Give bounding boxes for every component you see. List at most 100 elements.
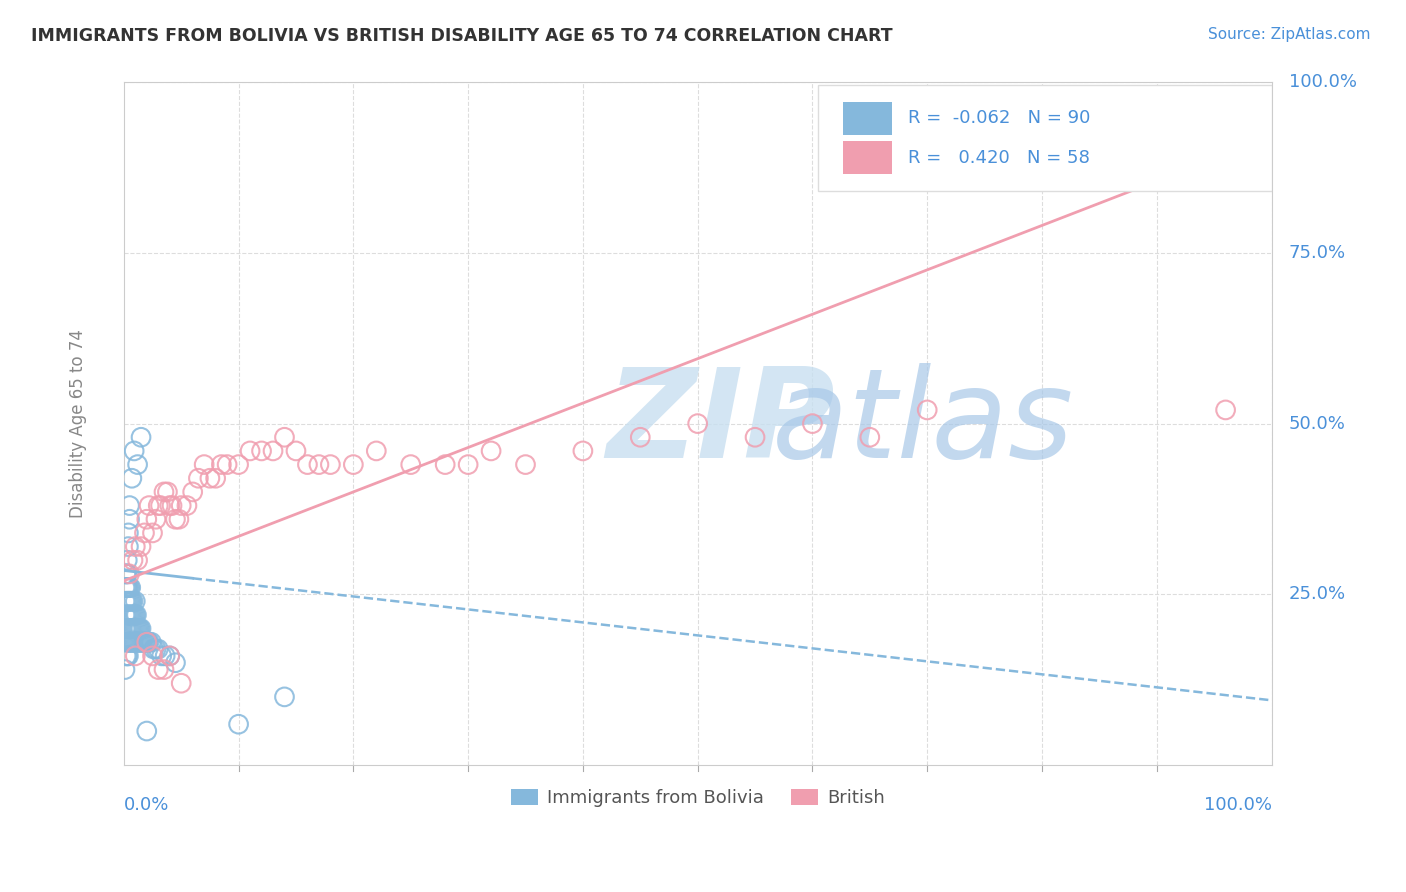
Point — [915, 403, 938, 417]
Point — [127, 622, 149, 636]
Point — [515, 458, 537, 472]
Point — [121, 607, 143, 622]
Point — [153, 484, 176, 499]
Point — [128, 622, 150, 636]
FancyBboxPatch shape — [818, 86, 1271, 191]
Point — [125, 607, 148, 622]
Point — [149, 499, 172, 513]
Point — [117, 581, 139, 595]
Point — [117, 648, 139, 663]
Point — [118, 581, 141, 595]
Point — [121, 635, 143, 649]
Text: R =  -0.062   N = 90: R = -0.062 N = 90 — [908, 109, 1090, 128]
Point — [131, 635, 153, 649]
Point — [457, 458, 479, 472]
Point — [399, 458, 422, 472]
Point — [117, 622, 139, 636]
Point — [128, 635, 150, 649]
Point — [165, 656, 187, 670]
Point — [114, 607, 136, 622]
Point — [273, 430, 295, 444]
Point — [122, 622, 145, 636]
Text: 50.0%: 50.0% — [1289, 415, 1346, 433]
Point — [250, 444, 273, 458]
Point — [129, 622, 152, 636]
Point — [114, 622, 136, 636]
Point — [141, 635, 163, 649]
Point — [117, 607, 139, 622]
Point — [209, 458, 232, 472]
Point — [434, 458, 457, 472]
Text: 100.0%: 100.0% — [1289, 73, 1357, 91]
Point — [122, 635, 145, 649]
Point — [859, 430, 882, 444]
Point — [572, 444, 595, 458]
Point — [118, 635, 141, 649]
Point — [121, 471, 143, 485]
Point — [136, 635, 159, 649]
Point — [114, 594, 136, 608]
Point — [118, 607, 141, 622]
Point — [122, 622, 145, 636]
Point — [127, 635, 149, 649]
Point — [117, 622, 139, 636]
Point — [159, 648, 181, 663]
Point — [239, 444, 262, 458]
Point — [135, 635, 157, 649]
Point — [228, 458, 250, 472]
Point — [141, 648, 163, 663]
Point — [135, 512, 157, 526]
Point — [118, 512, 141, 526]
Point — [120, 594, 142, 608]
Point — [366, 444, 388, 458]
Point — [118, 594, 141, 608]
Text: ZIP: ZIP — [606, 363, 835, 484]
Point — [138, 635, 160, 649]
Point — [120, 607, 142, 622]
Bar — [844, 142, 891, 174]
Point — [122, 553, 145, 567]
Point — [115, 566, 138, 581]
Point — [628, 430, 651, 444]
Point — [115, 635, 138, 649]
Point — [124, 622, 146, 636]
Point — [124, 648, 146, 663]
Point — [285, 444, 308, 458]
Point — [118, 499, 141, 513]
Point — [138, 499, 160, 513]
Text: IMMIGRANTS FROM BOLIVIA VS BRITISH DISABILITY AGE 65 TO 74 CORRELATION CHART: IMMIGRANTS FROM BOLIVIA VS BRITISH DISAB… — [31, 27, 893, 45]
Point — [129, 540, 152, 554]
Point — [117, 553, 139, 567]
Point — [141, 525, 163, 540]
Point — [170, 676, 193, 690]
Point — [117, 566, 139, 581]
Point — [114, 663, 136, 677]
Point — [117, 594, 139, 608]
Point — [342, 458, 364, 472]
Point — [160, 499, 183, 513]
Point — [115, 566, 138, 581]
Point — [118, 622, 141, 636]
Legend: Immigrants from Bolivia, British: Immigrants from Bolivia, British — [503, 781, 891, 814]
Point — [187, 471, 209, 485]
Point — [115, 648, 138, 663]
Point — [124, 635, 146, 649]
Point — [198, 471, 221, 485]
Point — [145, 512, 167, 526]
Point — [132, 635, 155, 649]
Point — [150, 648, 173, 663]
Point — [127, 458, 149, 472]
Point — [156, 484, 179, 499]
Point — [122, 607, 145, 622]
Point — [115, 594, 138, 608]
Text: atlas: atlas — [772, 363, 1074, 484]
Text: 100.0%: 100.0% — [1204, 796, 1271, 814]
Point — [228, 717, 250, 731]
Point — [134, 525, 156, 540]
Point — [117, 635, 139, 649]
Point — [117, 525, 139, 540]
Text: 25.0%: 25.0% — [1289, 585, 1346, 603]
Bar — [844, 102, 891, 135]
Point — [125, 622, 148, 636]
Point — [135, 635, 157, 649]
